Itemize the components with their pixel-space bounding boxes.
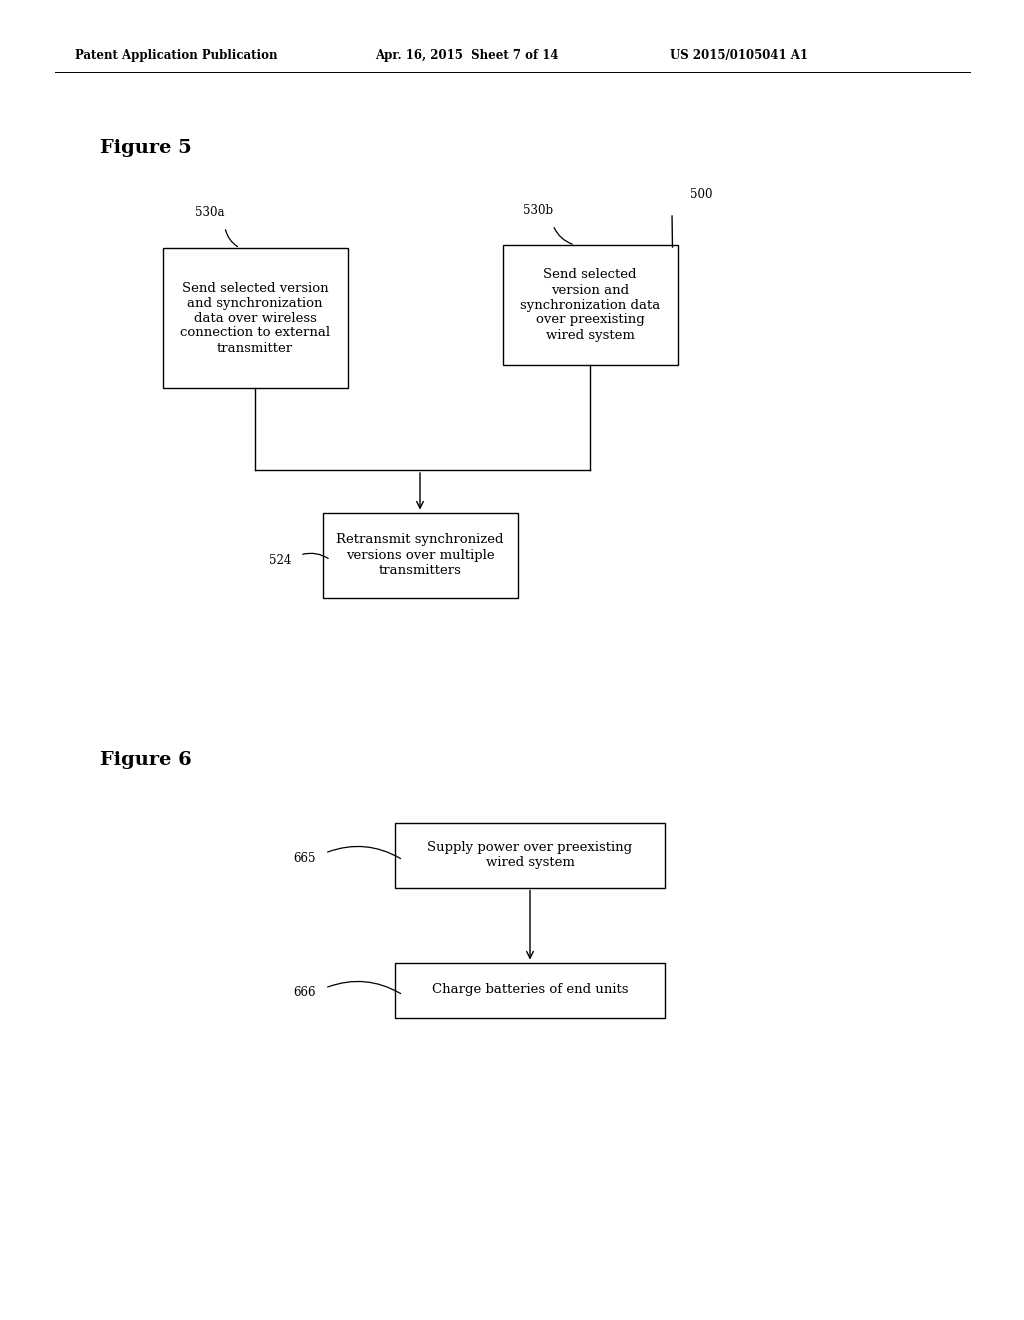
Bar xyxy=(323,512,517,598)
Text: Retransmit synchronized
versions over multiple
transmitters: Retransmit synchronized versions over mu… xyxy=(336,533,504,577)
Text: Patent Application Publication: Patent Application Publication xyxy=(75,49,278,62)
Bar xyxy=(395,962,665,1018)
Text: 665: 665 xyxy=(294,851,316,865)
Text: 666: 666 xyxy=(294,986,316,999)
Text: Send selected
version and
synchronization data
over preexisting
wired system: Send selected version and synchronizatio… xyxy=(520,268,660,342)
Text: Figure 5: Figure 5 xyxy=(100,139,191,157)
Bar xyxy=(503,246,678,366)
Text: 524: 524 xyxy=(269,553,291,566)
Text: 530a: 530a xyxy=(196,206,224,219)
Bar xyxy=(163,248,347,388)
Text: Figure 6: Figure 6 xyxy=(100,751,191,770)
Text: Charge batteries of end units: Charge batteries of end units xyxy=(432,983,629,997)
Text: Supply power over preexisting
wired system: Supply power over preexisting wired syst… xyxy=(427,841,633,869)
Text: Send selected version
and synchronization
data over wireless
connection to exter: Send selected version and synchronizatio… xyxy=(180,281,330,355)
Text: 500: 500 xyxy=(690,189,713,202)
Text: 530b: 530b xyxy=(523,203,553,216)
Text: US 2015/0105041 A1: US 2015/0105041 A1 xyxy=(670,49,808,62)
Bar xyxy=(395,822,665,887)
Text: Apr. 16, 2015  Sheet 7 of 14: Apr. 16, 2015 Sheet 7 of 14 xyxy=(375,49,558,62)
